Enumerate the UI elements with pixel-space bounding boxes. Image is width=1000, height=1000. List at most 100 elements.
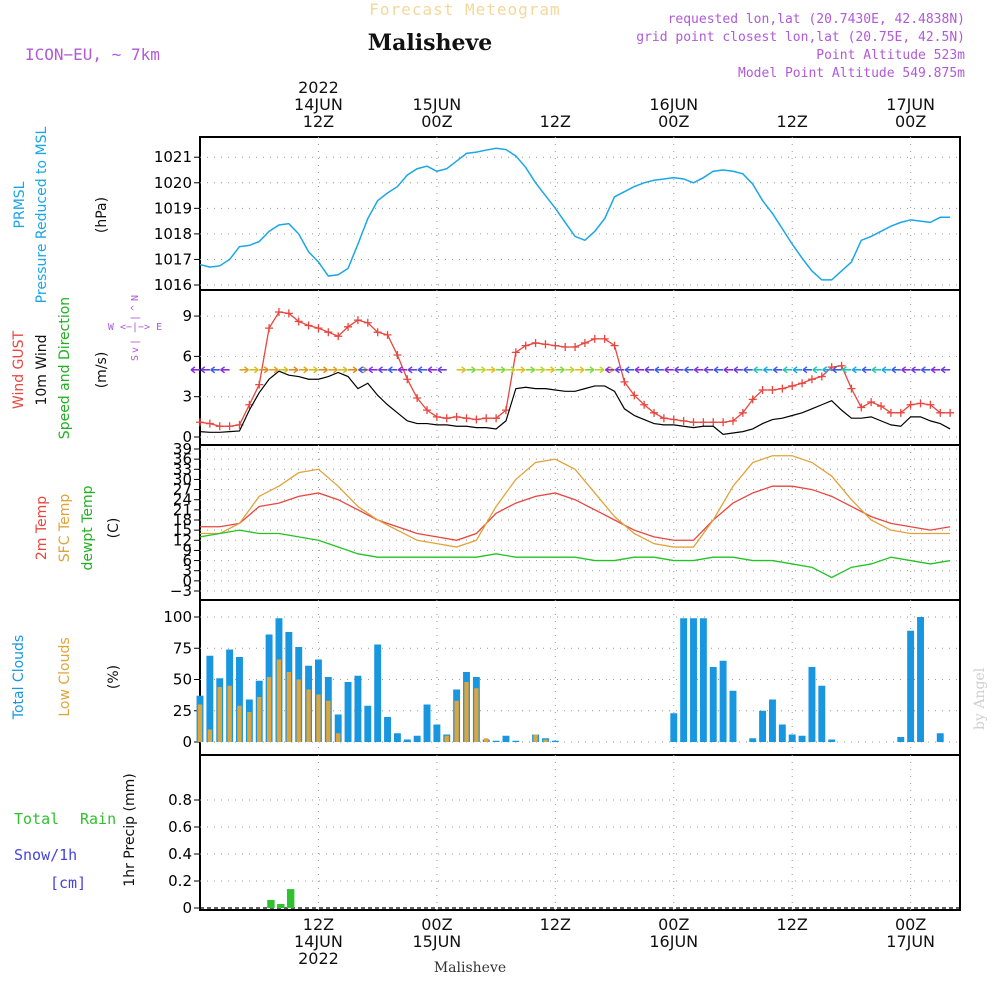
total-cloud-bar <box>907 630 915 742</box>
temp-label-1: 2m Temp <box>34 496 50 560</box>
total-cloud-bar <box>690 618 697 742</box>
wind-arrowhead <box>368 366 374 374</box>
gust-marker <box>225 422 234 431</box>
gust-marker <box>551 341 560 350</box>
time-label-top: 12Z <box>540 112 571 131</box>
wind-arrowhead <box>763 366 768 374</box>
gust-marker <box>196 418 204 427</box>
total-cloud-bar <box>364 705 372 742</box>
time-label-top: 15JUN <box>413 95 462 114</box>
gust-marker <box>798 379 807 388</box>
gust-marker <box>886 408 895 417</box>
total-cloud-bar <box>897 737 905 742</box>
gust-marker <box>788 381 797 390</box>
wind-arrowhead <box>397 366 403 374</box>
total-cloud-bar <box>512 740 520 742</box>
gust-marker <box>669 415 678 424</box>
gust-marker <box>748 395 757 404</box>
gust-marker <box>363 318 372 327</box>
gust-marker <box>265 324 274 333</box>
time-label-bottom: 12Z <box>303 915 334 934</box>
time-label-bottom: 12Z <box>540 915 571 934</box>
wind-arrowhead <box>387 366 393 374</box>
wind-arrowhead <box>352 366 358 374</box>
total-cloud-bar <box>413 735 421 742</box>
wind-arrowhead <box>323 366 328 374</box>
gust-marker <box>867 398 876 407</box>
gust-marker <box>590 334 599 343</box>
time-label-top: 12Z <box>777 112 808 131</box>
wind-labels: Wind GUST 10m Wind Speed and Direction (… <box>11 295 162 439</box>
gust-marker <box>472 415 481 424</box>
gust-marker <box>719 418 728 427</box>
wind-arrowhead <box>703 366 709 374</box>
wind-arrowhead <box>693 366 699 374</box>
pressure-label-2: Pressure Reduced to MSL <box>34 126 50 303</box>
wind-arrowhead <box>782 366 788 374</box>
low-cloud-bar <box>197 704 203 742</box>
time-label-bottom: 14JUN <box>294 932 343 951</box>
low-cloud-bar <box>266 677 272 742</box>
dewpoint-line <box>199 529 951 579</box>
time-label-top: 00Z <box>658 112 689 131</box>
total-cloud-bar <box>393 733 401 742</box>
precip-snow-label: Snow/1h <box>14 846 77 864</box>
total-cloud-bar <box>749 738 757 742</box>
gust-marker <box>778 384 787 393</box>
compass-bar-bottom: | <box>130 339 141 345</box>
gust-marker <box>620 377 629 386</box>
wind-arrowhead <box>684 366 689 374</box>
wind-arrowhead <box>723 366 729 374</box>
wind-arrowhead <box>210 366 216 374</box>
total-cloud-bar <box>236 657 243 742</box>
wind-unit: (m/s) <box>94 352 110 389</box>
pressure-line <box>199 147 951 281</box>
wind-arrowhead <box>713 366 719 374</box>
total-cloud-bar <box>374 644 382 742</box>
low-cloud-bar <box>444 735 449 742</box>
gust-marker <box>482 414 491 423</box>
gust-marker <box>709 418 718 427</box>
gust-marker <box>215 422 224 431</box>
gust-marker <box>304 321 313 330</box>
gust-marker <box>511 348 520 357</box>
y-tick-label: 30 <box>173 470 192 488</box>
model-label: ICON−EU, ~ 7km <box>25 45 160 64</box>
cloud-label-1: Total Clouds <box>11 635 27 720</box>
low-cloud-bar <box>474 688 479 742</box>
wind-arrowhead <box>579 366 585 374</box>
wind-arrowhead <box>753 366 759 374</box>
y-tick-label: 0.2 <box>168 872 192 890</box>
gust-marker <box>294 317 303 326</box>
wind-arrowhead <box>871 366 877 374</box>
y-tick-label: 15 <box>173 521 192 539</box>
wind-label-1: Wind GUST <box>11 330 27 409</box>
y-tick-label: 1020 <box>154 174 192 192</box>
gust-marker <box>877 402 886 411</box>
low-cloud-bar <box>296 679 301 742</box>
point-altitude: Point Altitude 523m <box>816 48 965 63</box>
wind-arrowhead <box>664 366 670 374</box>
gust-marker <box>324 328 333 337</box>
wind-label-3: Speed and Direction <box>57 297 73 439</box>
compass-up: ^ <box>130 305 141 311</box>
low-cloud-bar <box>306 689 311 742</box>
gust-marker <box>768 385 777 394</box>
time-label-top: 12Z <box>303 112 334 131</box>
wind-arrowhead <box>743 366 749 374</box>
wind-arrowhead <box>559 366 565 374</box>
wind-label-2: 10m Wind <box>34 334 50 405</box>
cloud-label-2: Low Clouds <box>57 637 73 716</box>
total-cloud-bar <box>798 735 806 742</box>
time-label-top: 2022 <box>298 78 339 97</box>
wind-arrowhead <box>437 366 443 374</box>
y-tick-label: 0 <box>182 428 192 446</box>
time-label-bottom: 17JUN <box>886 932 935 951</box>
low-cloud-bar <box>336 733 341 742</box>
time-label-bottom: 00Z <box>895 915 926 934</box>
y-tick-label: 50 <box>173 671 192 689</box>
low-cloud-bar <box>207 729 213 742</box>
wind-arrowhead <box>303 366 309 374</box>
y-tick-label: 0.6 <box>168 818 192 836</box>
